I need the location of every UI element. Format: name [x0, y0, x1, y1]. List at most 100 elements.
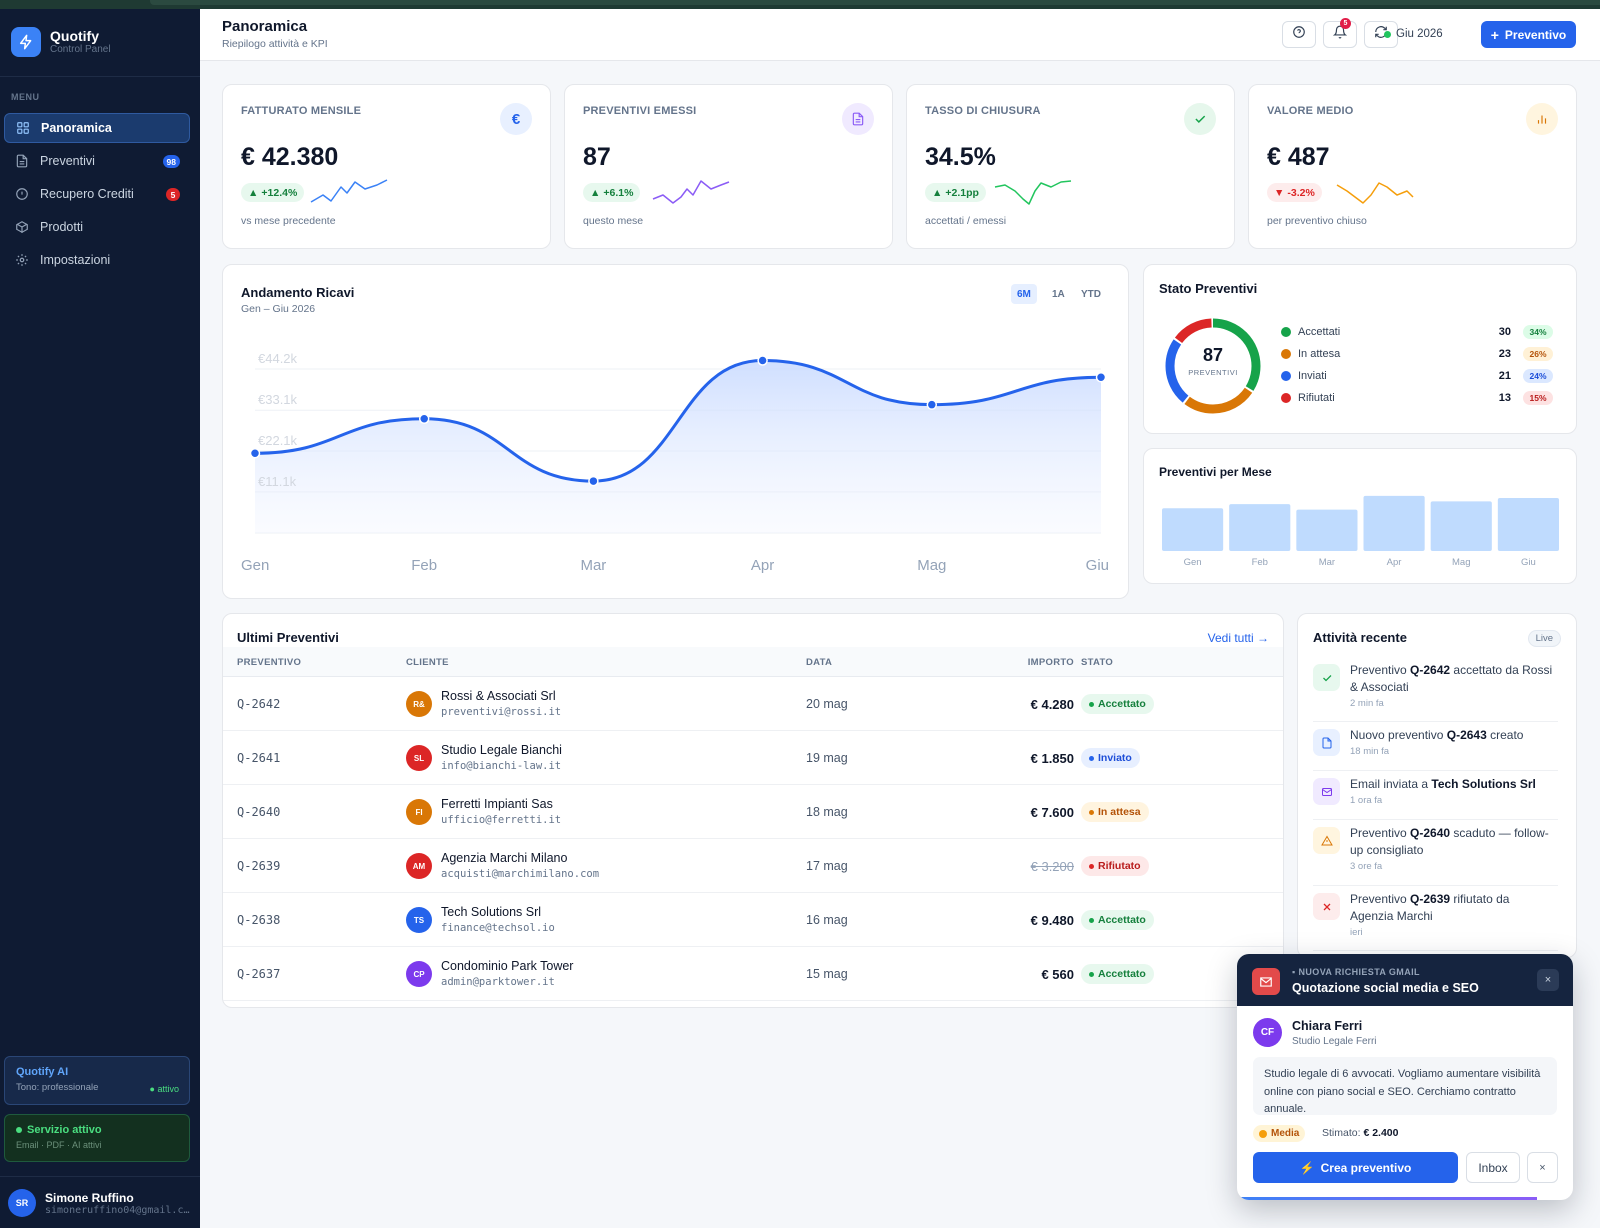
sparkline: [310, 179, 388, 203]
kpi-value: € 487: [1267, 143, 1330, 171]
activity-item[interactable]: Preventivo Q-2639 rifiutato da Agenzia M…: [1313, 891, 1558, 951]
plus-icon: +: [1490, 26, 1499, 43]
column-header[interactable]: PREVENTIVO: [237, 657, 302, 668]
activity-item[interactable]: Preventivo Q-2640 scaduto — follow-up co…: [1313, 825, 1558, 886]
client-email: preventivi@rossi.it: [441, 706, 562, 718]
column-header[interactable]: IMPORTO: [1027, 657, 1074, 668]
data-point[interactable]: [757, 355, 768, 366]
bar[interactable]: [1430, 501, 1492, 551]
donut-slice[interactable]: [1165, 318, 1261, 414]
new-quote-button[interactable]: + Preventivo: [1481, 21, 1576, 48]
chart-subtitle: Gen – Giu 2026: [241, 303, 316, 315]
quote-amount: € 7.600: [1030, 805, 1074, 820]
help-icon: [1292, 25, 1306, 44]
table-row[interactable]: Q-2638 TS Tech Solutions Srl finance@techso…: [223, 893, 1283, 947]
menu-label: MENU: [11, 92, 40, 102]
avatar: FI: [406, 799, 432, 825]
quote-id: Q-2638: [237, 913, 281, 927]
donut-slice[interactable]: [1165, 318, 1261, 414]
quote-date: 16 mag: [806, 913, 848, 927]
kpi-delta: ▼ -3.2%: [1267, 183, 1322, 202]
avatar: SL: [406, 745, 432, 771]
data-point[interactable]: [926, 399, 938, 410]
close-button[interactable]: ×: [1537, 969, 1559, 991]
table-row[interactable]: Q-2639 AM Agenzia Marchi Milano acquisti@ma…: [223, 839, 1283, 893]
priority-dot-icon: [1259, 1129, 1267, 1138]
service-status-card: Servizio attivo Email · PDF · AI attivi: [4, 1114, 190, 1162]
activity-text: Email inviata a Tech Solutions Srl: [1350, 777, 1536, 791]
data-point[interactable]: [588, 475, 599, 487]
legend-row-inviati: Inviati 21 24%: [1281, 365, 1553, 387]
table-row[interactable]: Q-2642 R& Rossi & Associati Srl preventivi@…: [223, 677, 1283, 731]
bar[interactable]: [1363, 495, 1425, 551]
monthly-title: Preventivi per Mese: [1159, 465, 1272, 479]
quote-id: Q-2640: [237, 805, 281, 819]
legend-dot: [1281, 327, 1291, 337]
sidebar-item-panoramica[interactable]: Panoramica: [4, 113, 190, 143]
data-point[interactable]: [249, 448, 261, 459]
revenue-line: [254, 359, 1102, 483]
client-email: admin@parktower.it: [441, 976, 555, 988]
column-header[interactable]: STATO: [1081, 657, 1114, 668]
table-row[interactable]: Q-2637 CP Condominio Park Tower admin@parkt…: [223, 947, 1283, 1001]
up-arrow-icon: ▲: [590, 186, 601, 199]
new-quote-label: Preventivo: [1504, 27, 1567, 42]
document-icon: [1313, 729, 1340, 756]
quote-date: 17 mag: [806, 859, 848, 873]
monthly-quotes-card: Preventivi per Mese Gen Feb Mar Apr Mag Giu: [1143, 448, 1577, 584]
activity-item[interactable]: Preventivo Q-2642 accettato da Rossi & A…: [1313, 662, 1558, 722]
euro-icon: €: [500, 103, 532, 135]
sidebar-item-label: Recupero Crediti: [40, 187, 134, 201]
create-quote-button[interactable]: ⚡ Crea preventivo: [1253, 1152, 1458, 1183]
user-email: simoneruffino04@gmail.com: [45, 1204, 190, 1216]
notifications-button[interactable]: 5: [1323, 18, 1357, 48]
activity-time: 18 min fa: [1350, 746, 1390, 757]
lightning-logo-icon: [11, 27, 41, 57]
bar-label: Mag: [1452, 557, 1470, 568]
activity-item[interactable]: Email inviata a Tech Solutions Srl 1 ora …: [1313, 776, 1558, 820]
x-tick-label: Giu: [1086, 557, 1109, 574]
activity-item[interactable]: Nuovo preventivo Q-2643 creato 18 min fa: [1313, 727, 1558, 771]
ai-status-card[interactable]: Quotify AI Tono: professionale ● attivo: [4, 1056, 190, 1105]
warning-icon: [1313, 827, 1340, 854]
sidebar-divider: [0, 76, 200, 77]
kpi-card-quotes: PREVENTIVI EMESSI 87 ▲ +6.1% questo mese: [564, 84, 893, 249]
sidebar-item-prodotti[interactable]: Prodotti: [4, 212, 190, 242]
data-point[interactable]: [418, 413, 430, 425]
status-badge: Rifiutato: [1081, 856, 1149, 876]
window-top-strip: [0, 0, 1600, 9]
range-1a-button[interactable]: 1A: [1052, 288, 1065, 300]
bar[interactable]: [1229, 504, 1291, 551]
view-all-link[interactable]: Vedi tutti →: [1207, 631, 1269, 645]
range-6m-button[interactable]: 6M: [1011, 284, 1037, 304]
user-profile[interactable]: SR Simone Ruffino simoneruffino04@gmail.…: [8, 1189, 190, 1217]
donut-slice[interactable]: [1165, 318, 1261, 414]
inbox-button[interactable]: Inbox: [1466, 1152, 1520, 1183]
sparkline: [652, 180, 730, 204]
data-point[interactable]: [1095, 371, 1107, 383]
bar[interactable]: [1162, 508, 1224, 551]
client-email: finance@techsol.io: [441, 922, 555, 934]
donut-total-label: PREVENTIVI: [1188, 368, 1238, 377]
sidebar-item-recupero-crediti[interactable]: Recupero Crediti 5: [4, 179, 190, 209]
table-row[interactable]: Q-2640 FI Ferretti Impianti Sas ufficio@fer…: [223, 785, 1283, 839]
period-label: Giu 2026: [1396, 28, 1443, 40]
dismiss-button[interactable]: ×: [1527, 1152, 1558, 1183]
avatar: CP: [406, 961, 432, 987]
range-ytd-button[interactable]: YTD: [1081, 288, 1101, 300]
bar[interactable]: [1497, 497, 1559, 551]
document-icon: [14, 153, 30, 169]
sidebar-item-preventivi[interactable]: Preventivi 98: [4, 146, 190, 176]
help-button[interactable]: [1282, 21, 1316, 48]
sidebar-item-impostazioni[interactable]: Impostazioni: [4, 245, 190, 275]
refresh-button[interactable]: [1364, 21, 1398, 48]
table-header: PREVENTIVO CLIENTE DATA IMPORTO STATO: [223, 647, 1283, 677]
bar[interactable]: [1296, 509, 1358, 551]
column-header[interactable]: CLIENTE: [406, 657, 449, 668]
period-selector[interactable]: Giu 2026: [1384, 28, 1443, 40]
sidebar-item-label: Panoramica: [41, 121, 112, 135]
table-row[interactable]: Q-2641 SL Studio Legale Bianchi info@bianch…: [223, 731, 1283, 785]
brand-subtitle: Control Panel: [50, 43, 111, 55]
column-header[interactable]: DATA: [806, 657, 833, 668]
brand[interactable]: Quotify Control Panel: [11, 27, 111, 57]
